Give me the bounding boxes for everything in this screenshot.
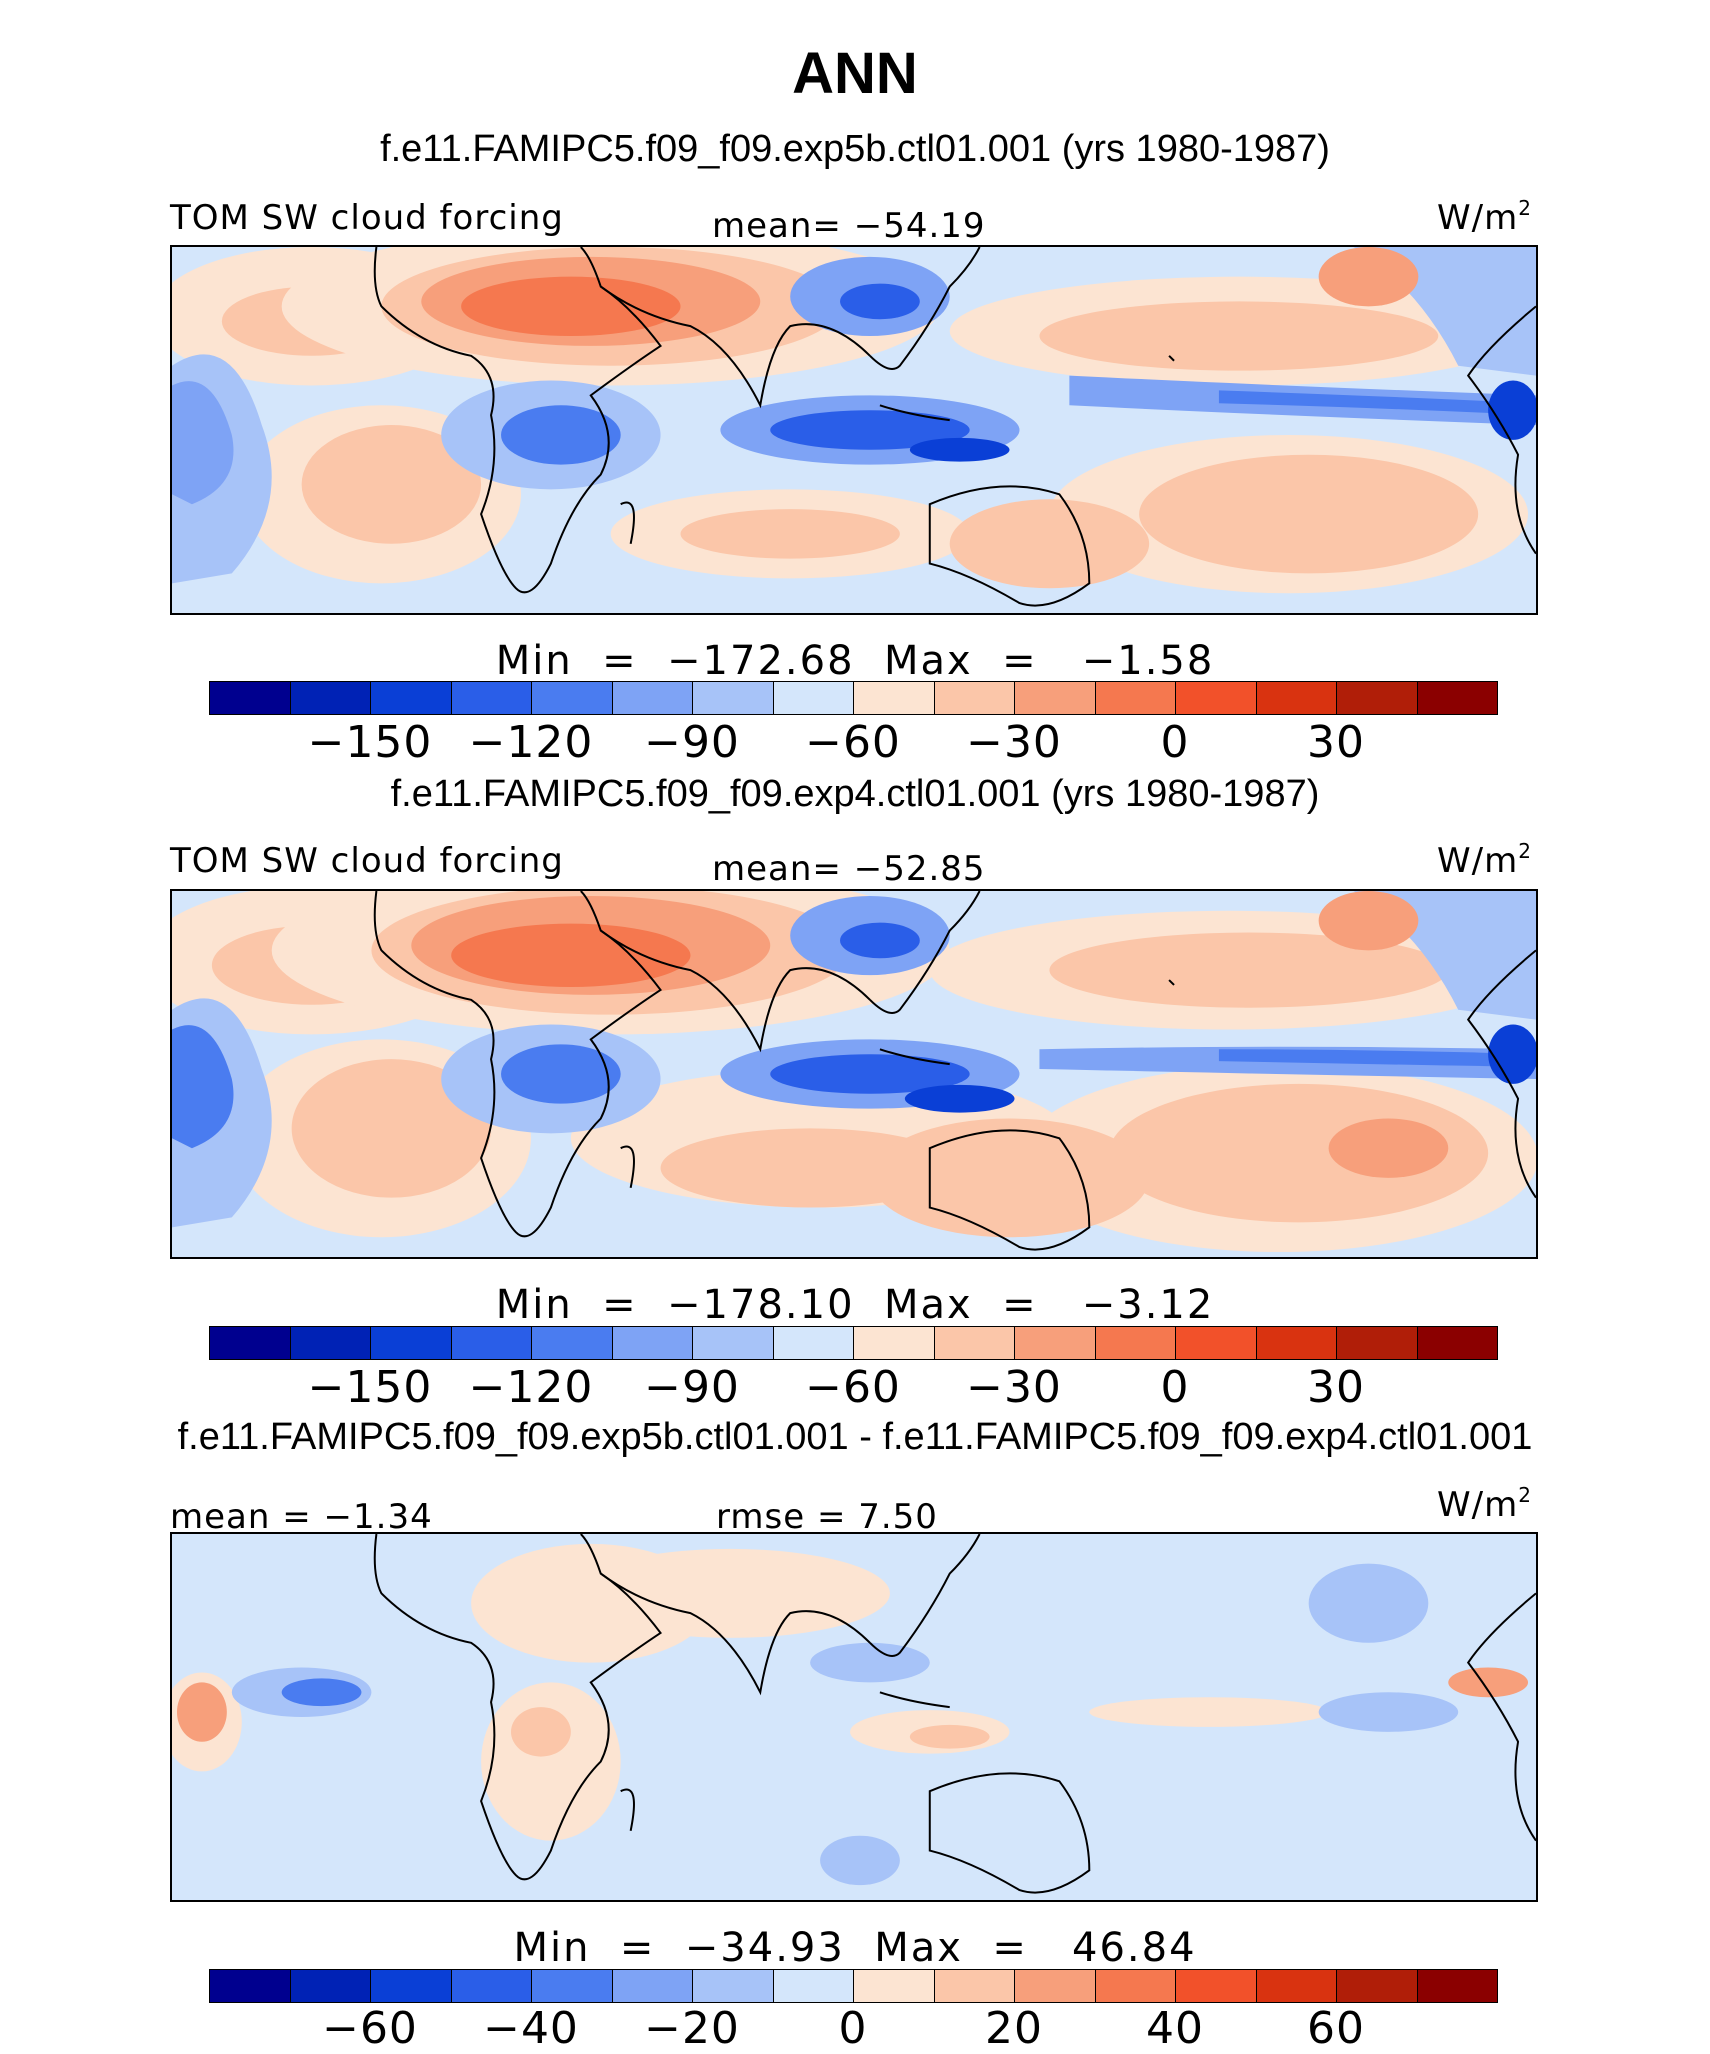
panel1-case-title: f.e11.FAMIPC5.f09_f09.exp5b.ctl01.001 (y… xyxy=(380,128,1330,170)
colorbar-tick: −150 xyxy=(307,717,433,768)
panel2-colorbar-ticks: −150 −120 −90 −60 −30 0 30 xyxy=(209,1362,1498,1413)
colorbar-tick: 30 xyxy=(1307,1362,1365,1413)
panel1-map-field xyxy=(172,247,1536,613)
panel3-case-title: f.e11.FAMIPC5.f09_f09.exp5b.ctl01.001 - … xyxy=(177,1416,1533,1458)
colorbar-tick: −120 xyxy=(468,717,594,768)
figure-title: ANN xyxy=(792,41,918,106)
panel3-map-field xyxy=(172,1534,1536,1900)
colorbar-tick: −60 xyxy=(805,717,901,768)
colorbar-tick: −120 xyxy=(468,1362,594,1413)
colorbar-tick: 20 xyxy=(985,2003,1043,2054)
colorbar-tick: 40 xyxy=(1146,2003,1204,2054)
colorbar-tick: −60 xyxy=(322,2003,418,2054)
panel2-minmax: Min = −178.10 Max = −3.12 xyxy=(495,1282,1215,1328)
colorbar-tick: −30 xyxy=(966,1362,1062,1413)
colorbar-tick: 30 xyxy=(1307,717,1365,768)
panel2-mean-label: mean= −52.85 xyxy=(712,849,986,889)
colorbar-tick: −90 xyxy=(644,717,740,768)
panel2-map-field xyxy=(172,891,1536,1257)
panel1-mean-label: mean= −54.19 xyxy=(712,206,986,246)
colorbar-tick: −30 xyxy=(966,717,1062,768)
colorbar-tick: −60 xyxy=(805,1362,901,1413)
panel2-case-title: f.e11.FAMIPC5.f09_f09.exp4.ctl01.001 (yr… xyxy=(390,773,1320,815)
colorbar-tick: 0 xyxy=(1160,717,1190,768)
colorbar-tick: −90 xyxy=(644,1362,740,1413)
colorbar-tick: −40 xyxy=(483,2003,579,2054)
panel1-colorbar xyxy=(209,681,1498,715)
panel1-units-label: W/m2 xyxy=(1437,196,1532,238)
panel3-colorbar xyxy=(209,1969,1498,2003)
panel3-mean-label: mean = −1.34 xyxy=(170,1497,433,1537)
panel3-minmax: Min = −34.93 Max = 46.84 xyxy=(513,1925,1197,1971)
panel2-colorbar xyxy=(209,1326,1498,1360)
colorbar-tick: −150 xyxy=(307,1362,433,1413)
panel1-variable-label: TOM SW cloud forcing xyxy=(170,198,564,238)
colorbar-tick: 0 xyxy=(838,2003,868,2054)
panel1-minmax: Min = −172.68 Max = −1.58 xyxy=(495,638,1215,684)
panel3-colorbar-ticks: −60 −40 −20 0 20 40 60 xyxy=(209,2003,1498,2054)
panel3-units-label: W/m2 xyxy=(1437,1483,1532,1525)
panel2-variable-label: TOM SW cloud forcing xyxy=(170,841,564,881)
panel2-map xyxy=(170,889,1538,1259)
panel2-units-label: W/m2 xyxy=(1437,839,1532,881)
colorbar-tick: 60 xyxy=(1307,2003,1365,2054)
panel1-map xyxy=(170,245,1538,615)
panel3-map xyxy=(170,1532,1538,1902)
panel3-rmse-label: rmse = 7.50 xyxy=(716,1497,938,1537)
colorbar-tick: 0 xyxy=(1160,1362,1190,1413)
panel1-colorbar-ticks: −150 −120 −90 −60 −30 0 30 xyxy=(209,717,1498,768)
colorbar-tick: −20 xyxy=(644,2003,740,2054)
